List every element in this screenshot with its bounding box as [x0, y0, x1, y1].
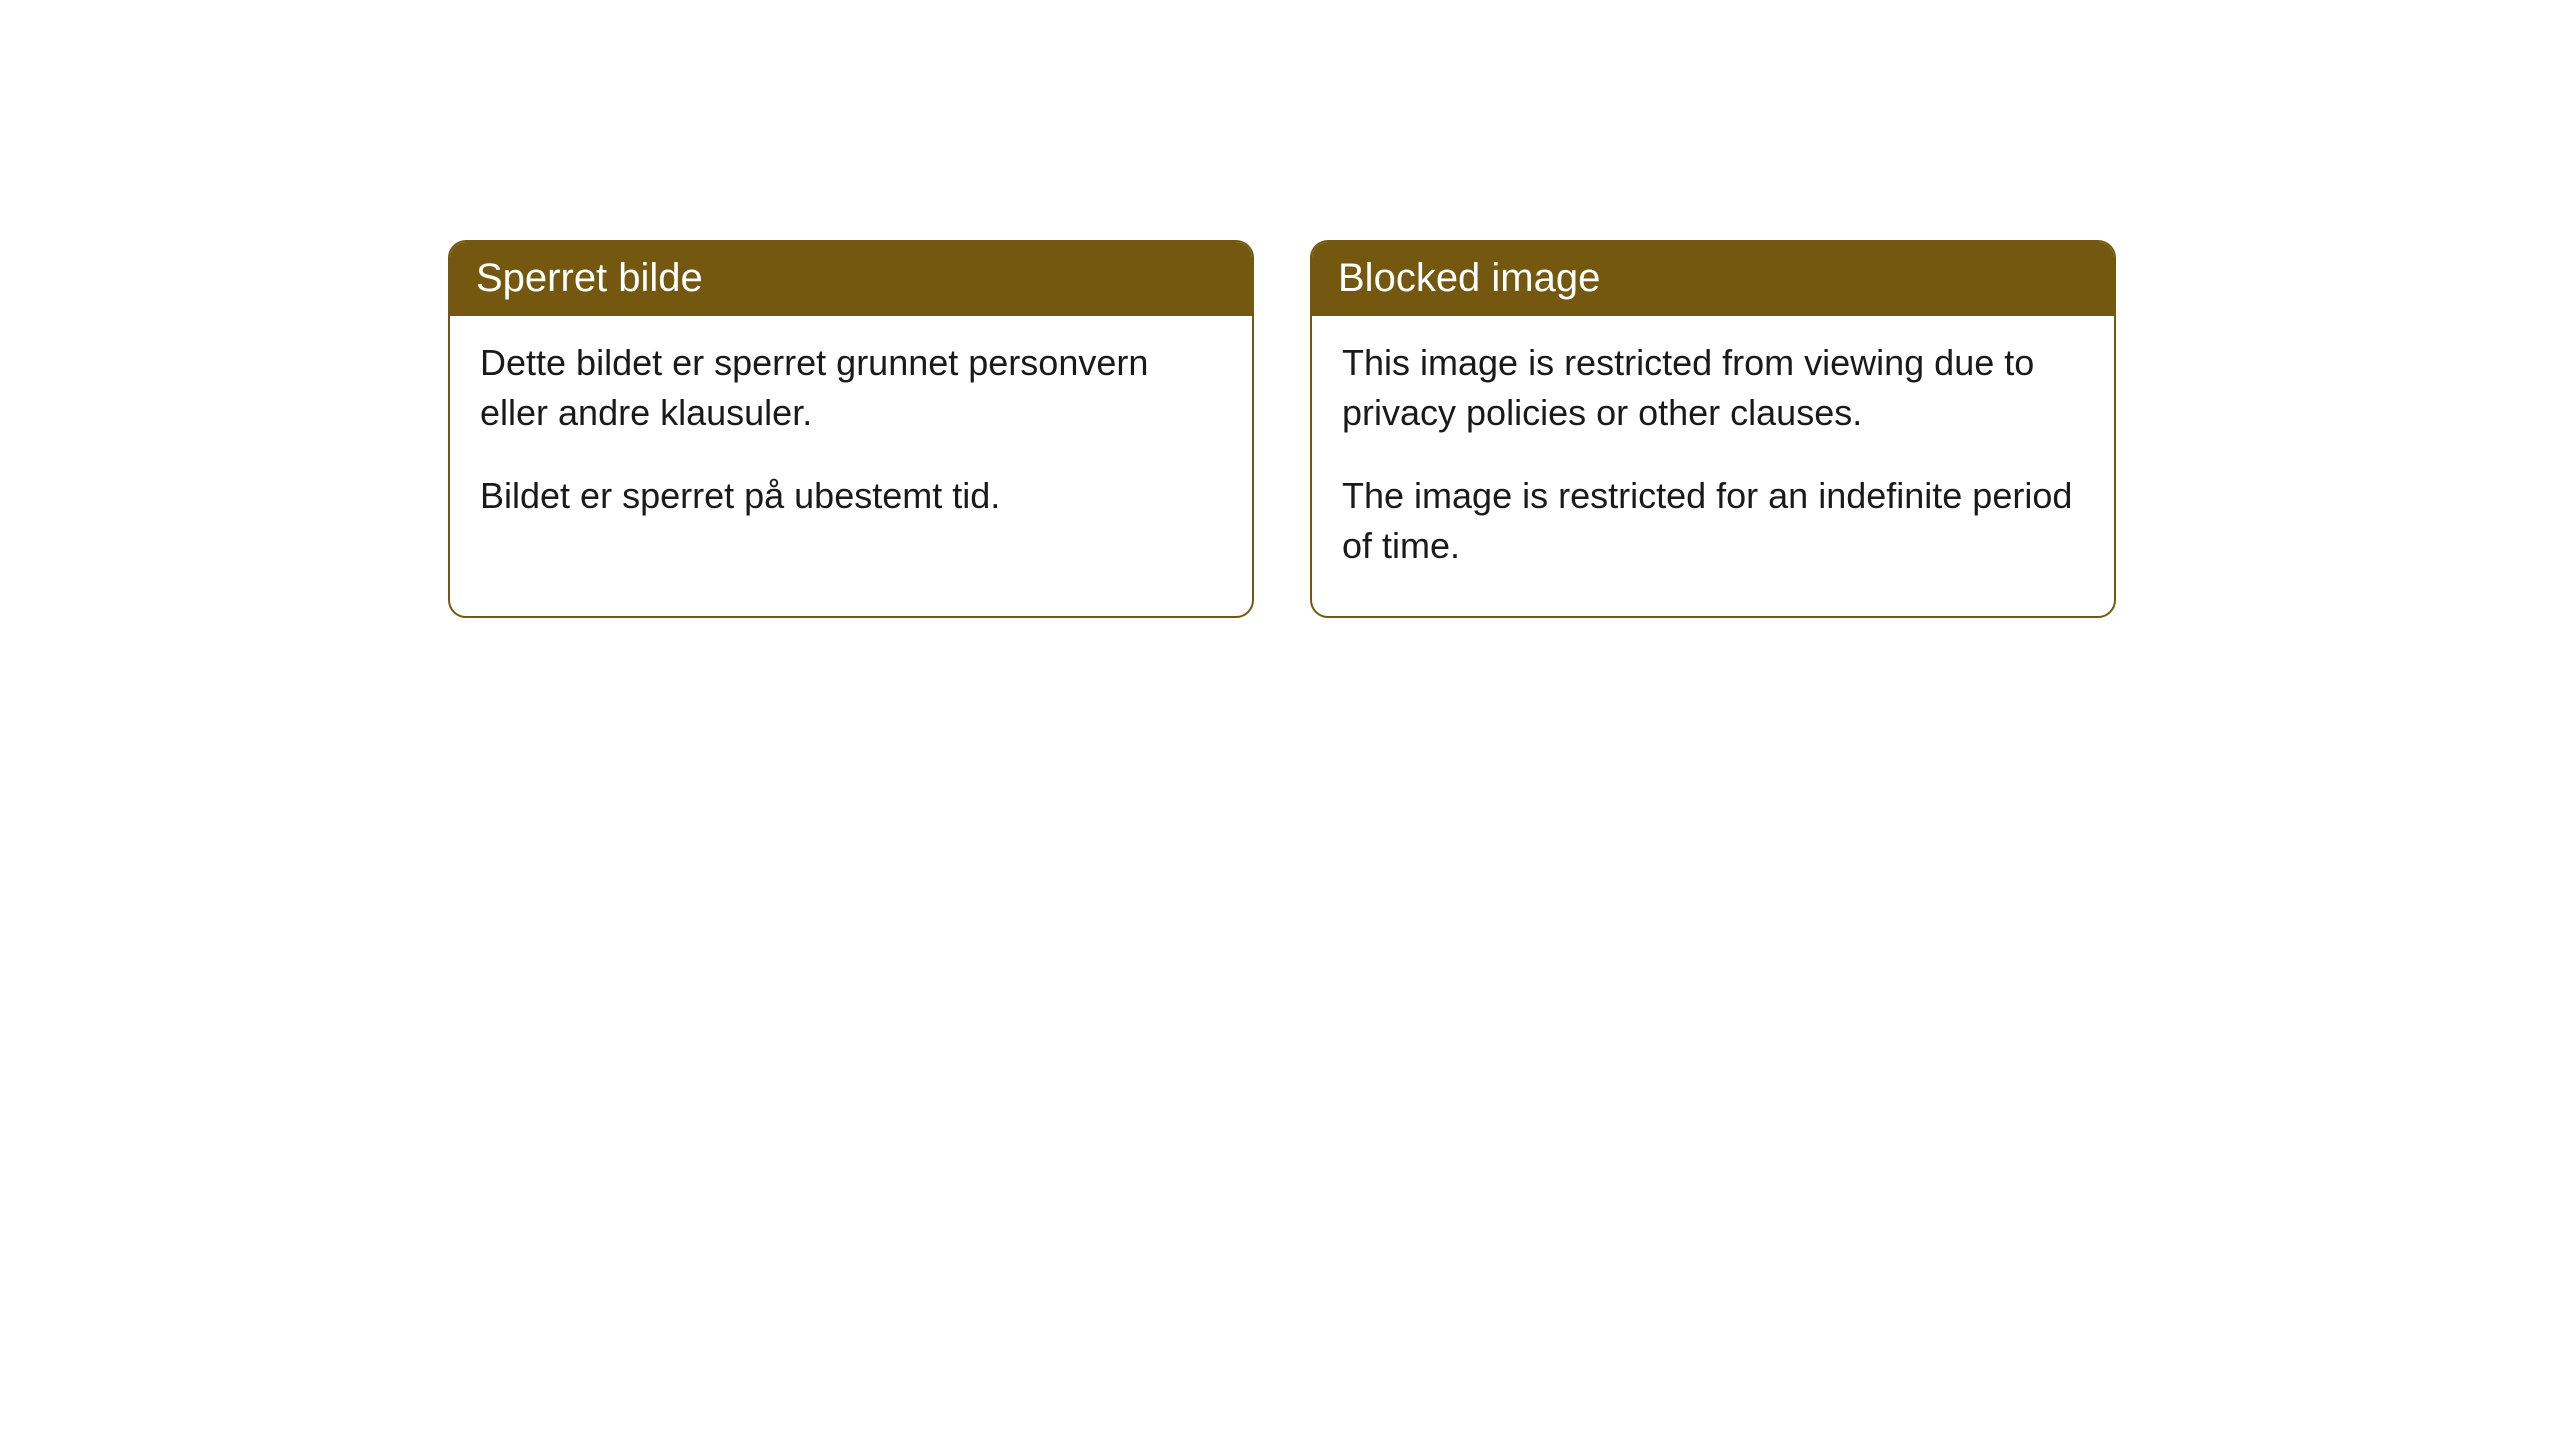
card-body-english: This image is restricted from viewing du…	[1312, 316, 2114, 616]
cards-container: Sperret bilde Dette bildet er sperret gr…	[0, 0, 2560, 618]
card-paragraph: Dette bildet er sperret grunnet personve…	[480, 338, 1222, 439]
card-paragraph: The image is restricted for an indefinit…	[1342, 471, 2084, 572]
card-english: Blocked image This image is restricted f…	[1310, 240, 2116, 618]
card-header-norwegian: Sperret bilde	[450, 242, 1252, 316]
card-paragraph: This image is restricted from viewing du…	[1342, 338, 2084, 439]
card-paragraph: Bildet er sperret på ubestemt tid.	[480, 471, 1222, 521]
card-norwegian: Sperret bilde Dette bildet er sperret gr…	[448, 240, 1254, 618]
card-header-english: Blocked image	[1312, 242, 2114, 316]
card-body-norwegian: Dette bildet er sperret grunnet personve…	[450, 316, 1252, 565]
